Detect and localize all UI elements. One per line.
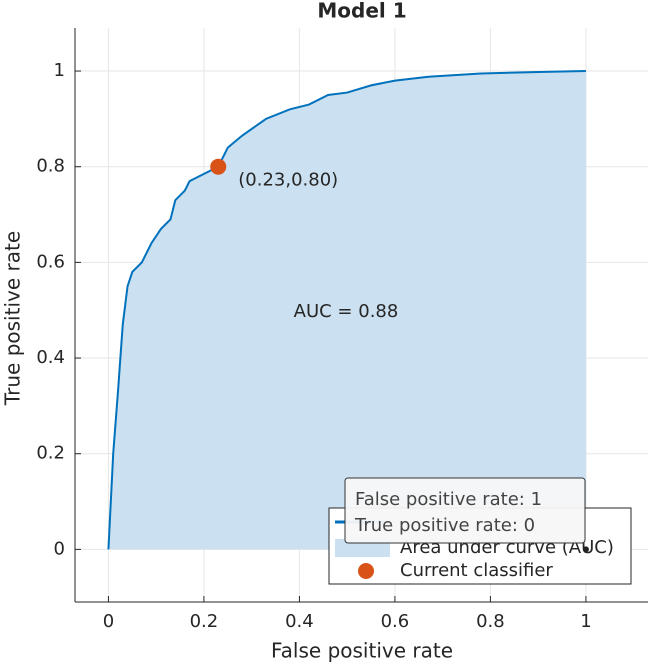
y-tick-label: 0.8 xyxy=(36,156,65,177)
datatip-text: True positive rate: 0 xyxy=(354,515,535,536)
auc-area xyxy=(108,71,586,550)
datatip-text: False positive rate: 1 xyxy=(355,489,542,510)
roc-line xyxy=(107,70,586,550)
y-tick-label: 0 xyxy=(54,538,65,559)
y-axis-label: True positive rate xyxy=(1,231,25,406)
x-axis-label: False positive rate xyxy=(271,639,453,663)
y-tick-label: 1 xyxy=(54,60,65,81)
legend-label: Current classifier xyxy=(400,560,553,581)
x-tick-label: 1 xyxy=(580,611,591,632)
y-tick-label: 0.2 xyxy=(36,443,65,464)
x-tick-label: 0.8 xyxy=(476,611,505,632)
x-tick-label: 0.4 xyxy=(285,611,314,632)
y-tick-label: 0.6 xyxy=(36,251,65,272)
y-tick-label: 0.4 xyxy=(36,347,65,368)
x-tick-label: 0.6 xyxy=(381,611,410,632)
x-tick-label: 0.2 xyxy=(190,611,219,632)
classifier-label: (0.23,0.80) xyxy=(238,170,338,191)
legend-marker xyxy=(358,563,374,579)
datatip xyxy=(344,477,586,544)
chart-title: Model 1 xyxy=(317,0,406,23)
x-tick-label: 0 xyxy=(103,611,114,632)
auc-annotation: AUC = 0.88 xyxy=(294,301,399,322)
classifier-point xyxy=(210,158,227,175)
datatip-point xyxy=(582,546,589,553)
